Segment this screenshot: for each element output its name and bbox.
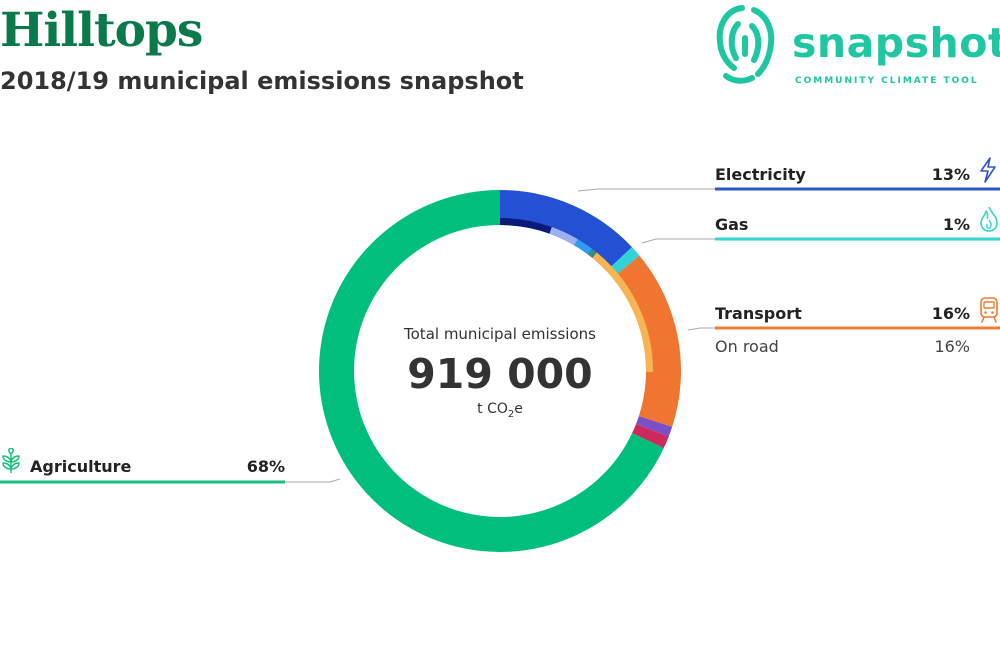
leader-line-gas <box>641 238 715 244</box>
donut-inner-slice-on-road <box>592 252 654 372</box>
leader-line-electricity <box>577 188 715 192</box>
legend-pct-transport: 16% <box>931 304 970 323</box>
donut-inner-slice-segment-1 <box>549 227 578 246</box>
legend-pct-agriculture: 68% <box>246 457 285 476</box>
legend-label-on-road: On road <box>715 337 779 356</box>
sprout-icon <box>2 448 20 473</box>
train-icon <box>980 297 998 323</box>
legend-label-electricity: Electricity <box>715 165 806 184</box>
leader-line-agriculture <box>285 478 341 483</box>
brand-tagline: COMMUNITY CLIMATE TOOL <box>795 76 979 86</box>
center-label: Total municipal emissions <box>404 325 596 343</box>
page-title: Hilltops <box>0 3 203 58</box>
donut-slice-segment-4 <box>632 423 669 449</box>
total-emissions-value: 919 000 <box>407 350 593 398</box>
leader-line-transport <box>687 327 715 331</box>
lightning-icon <box>980 157 996 183</box>
legend-pct-electricity: 13% <box>931 165 970 184</box>
legend-label-transport: Transport <box>715 304 802 323</box>
legend-label-gas: Gas <box>715 215 749 234</box>
donut-inner-slice-segment-0 <box>500 218 552 234</box>
donut-inner-slice-segment-3 <box>588 248 597 258</box>
flame-icon <box>980 206 998 232</box>
legend-pct-on-road: 16% <box>934 337 970 356</box>
brand-name: snapshot <box>792 19 1000 67</box>
emissions-unit: t CO2e <box>477 401 523 420</box>
donut-inner-slice-segment-2 <box>574 239 593 255</box>
donut-slice-segment-3 <box>636 416 673 437</box>
donut-slice-electricity <box>500 190 632 272</box>
snapshot-logo-icon <box>716 5 775 84</box>
legend-label-agriculture: Agriculture <box>30 457 132 476</box>
legend-pct-gas: 1% <box>942 215 970 234</box>
page-subtitle: 2018/19 municipal emissions snapshot <box>0 67 524 95</box>
